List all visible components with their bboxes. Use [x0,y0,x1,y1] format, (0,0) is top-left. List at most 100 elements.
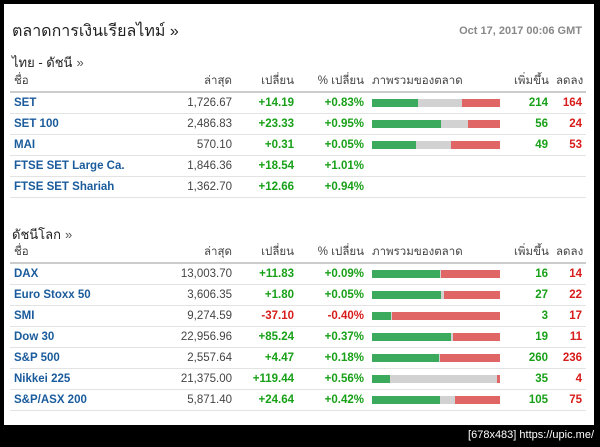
index-name-link[interactable]: Nikkei 225 [10,368,164,390]
breadth-unchanged-segment [389,375,498,383]
chevron-right-icon[interactable]: » [64,227,73,242]
table-row[interactable]: FTSE SET Large Ca. 1,846.36 +18.54 +1.01% [10,155,586,177]
change-value: +12.66 [236,176,298,198]
last-value: 9,274.59 [164,305,236,327]
index-name-link[interactable]: S&P 500 [10,347,164,369]
pct-change-value: +1.01% [298,155,368,177]
page-title[interactable]: ตลาดการเงินเรียลไทม์ » [12,23,179,40]
breadth-unchanged-segment [439,270,442,278]
change-value: +11.83 [236,263,298,285]
col-name-header: ชื่อ [10,242,164,264]
advances-count [510,176,552,198]
advances-count: 27 [510,284,552,306]
market-breadth-bar [372,291,500,299]
chevron-right-icon[interactable]: » [76,55,84,70]
last-value: 2,486.83 [164,113,236,135]
index-name-link[interactable]: FTSE SET Shariah [10,176,164,198]
table-row[interactable]: Dow 30 22,956.96 +85.24 +0.37% 19 11 [10,326,586,348]
index-name-link[interactable]: Euro Stoxx 50 [10,284,164,306]
table-row[interactable]: SET 1,726.67 +14.19 +0.83% 214 164 [10,92,586,114]
table-row[interactable]: MAI 570.10 +0.31 +0.05% 49 53 [10,134,586,156]
pct-change-value: +0.95% [298,113,368,135]
index-name-link[interactable]: SMI [10,305,164,327]
advances-count: 19 [510,326,552,348]
breadth-down-segment [467,120,500,128]
index-name-link[interactable]: SET 100 [10,113,164,135]
breadth-up-segment [372,141,416,149]
market-breadth-cell [368,155,510,177]
col-advances-header: เพิ่มขึ้น [510,71,552,93]
table-row[interactable]: SET 100 2,486.83 +23.33 +0.95% 56 24 [10,113,586,135]
pct-change-value: +0.83% [298,92,368,114]
col-last-header: ล่าสุด [164,71,236,93]
table-row[interactable]: S&P/ASX 200 5,871.40 +24.64 +0.42% 105 75 [10,389,586,411]
index-name-link[interactable]: Dow 30 [10,326,164,348]
pct-change-value: +0.42% [298,389,368,411]
breadth-unchanged-segment [441,120,468,128]
market-breadth-cell [368,347,510,369]
table-row[interactable]: FTSE SET Shariah 1,362.70 +12.66 +0.94% [10,176,586,198]
declines-count: 22 [552,284,586,306]
world-section-title[interactable]: ดัชนีโลก» [12,224,72,245]
advances-count: 49 [510,134,552,156]
market-breadth-bar [372,141,500,149]
breadth-up-segment [372,396,440,404]
index-name-link[interactable]: SET [10,92,164,114]
pct-change-value: +0.94% [298,176,368,198]
advances-count: 260 [510,347,552,369]
table-row[interactable]: SMI 9,274.59 -37.10 -0.40% 3 17 [10,305,586,327]
breadth-down-segment [497,375,500,383]
market-breadth-bar [372,375,500,383]
index-name-link[interactable]: S&P/ASX 200 [10,389,164,411]
declines-count: 236 [552,347,586,369]
table-row[interactable]: Euro Stoxx 50 3,606.35 +1.80 +0.05% 27 22 [10,284,586,306]
market-breadth-cell [368,389,510,411]
change-value: +23.33 [236,113,298,135]
market-breadth-cell [368,176,510,198]
breadth-unchanged-segment [441,291,444,299]
pct-change-value: +0.18% [298,347,368,369]
table-row[interactable]: S&P 500 2,557.64 +4.47 +0.18% 260 236 [10,347,586,369]
world-section-label[interactable]: ดัชนีโลก [12,227,61,242]
pct-change-value: +0.05% [298,134,368,156]
index-name-link[interactable]: FTSE SET Large Ca. [10,155,164,177]
market-breadth-bar [372,354,500,362]
last-value: 1,846.36 [164,155,236,177]
index-name-link[interactable]: MAI [10,134,164,156]
advances-count: 35 [510,368,552,390]
market-breadth-bar [372,312,500,320]
last-value: 5,871.40 [164,389,236,411]
change-value: +119.44 [236,368,298,390]
breadth-up-segment [372,270,440,278]
market-breadth-bar [372,99,500,107]
thai-section-title[interactable]: ไทย - ดัชนี» [12,52,84,73]
advances-count: 3 [510,305,552,327]
breadth-down-segment [443,291,500,299]
breadth-down-segment [392,312,500,320]
breadth-up-segment [372,291,442,299]
thai-indices-table: ชื่อ ล่าสุด เปลี่ยน% เปลี่ยน ภาพรวมของตลาดเ… [10,71,586,198]
breadth-up-segment [372,354,439,362]
declines-count [552,155,586,177]
breadth-down-segment [441,270,500,278]
breadth-down-segment [455,396,500,404]
advances-count [510,155,552,177]
index-name-link[interactable]: DAX [10,263,164,285]
timestamp: Oct 17, 2017 00:06 GMT [459,25,582,37]
pct-change-value: +0.09% [298,263,368,285]
breadth-down-segment [452,333,500,341]
declines-count: 17 [552,305,586,327]
header-row: ชื่อ ล่าสุด เปลี่ยน% เปลี่ยน ภาพรวมของตลาดเ… [10,71,586,93]
declines-count: 4 [552,368,586,390]
breadth-unchanged-segment [451,333,453,341]
last-value: 570.10 [164,134,236,156]
market-breadth-bar [372,333,500,341]
table-row[interactable]: Nikkei 225 21,375.00 +119.44 +0.56% 35 4 [10,368,586,390]
table-row[interactable]: DAX 13,003.70 +11.83 +0.09% 16 14 [10,263,586,285]
market-breadth-cell [368,263,510,285]
thai-section-label[interactable]: ไทย - ดัชนี [12,55,73,70]
last-value: 3,606.35 [164,284,236,306]
col-market-breadth-header: ภาพรวมของตลาด [368,242,510,264]
pct-change-value: +0.37% [298,326,368,348]
market-breadth-bar [372,120,500,128]
